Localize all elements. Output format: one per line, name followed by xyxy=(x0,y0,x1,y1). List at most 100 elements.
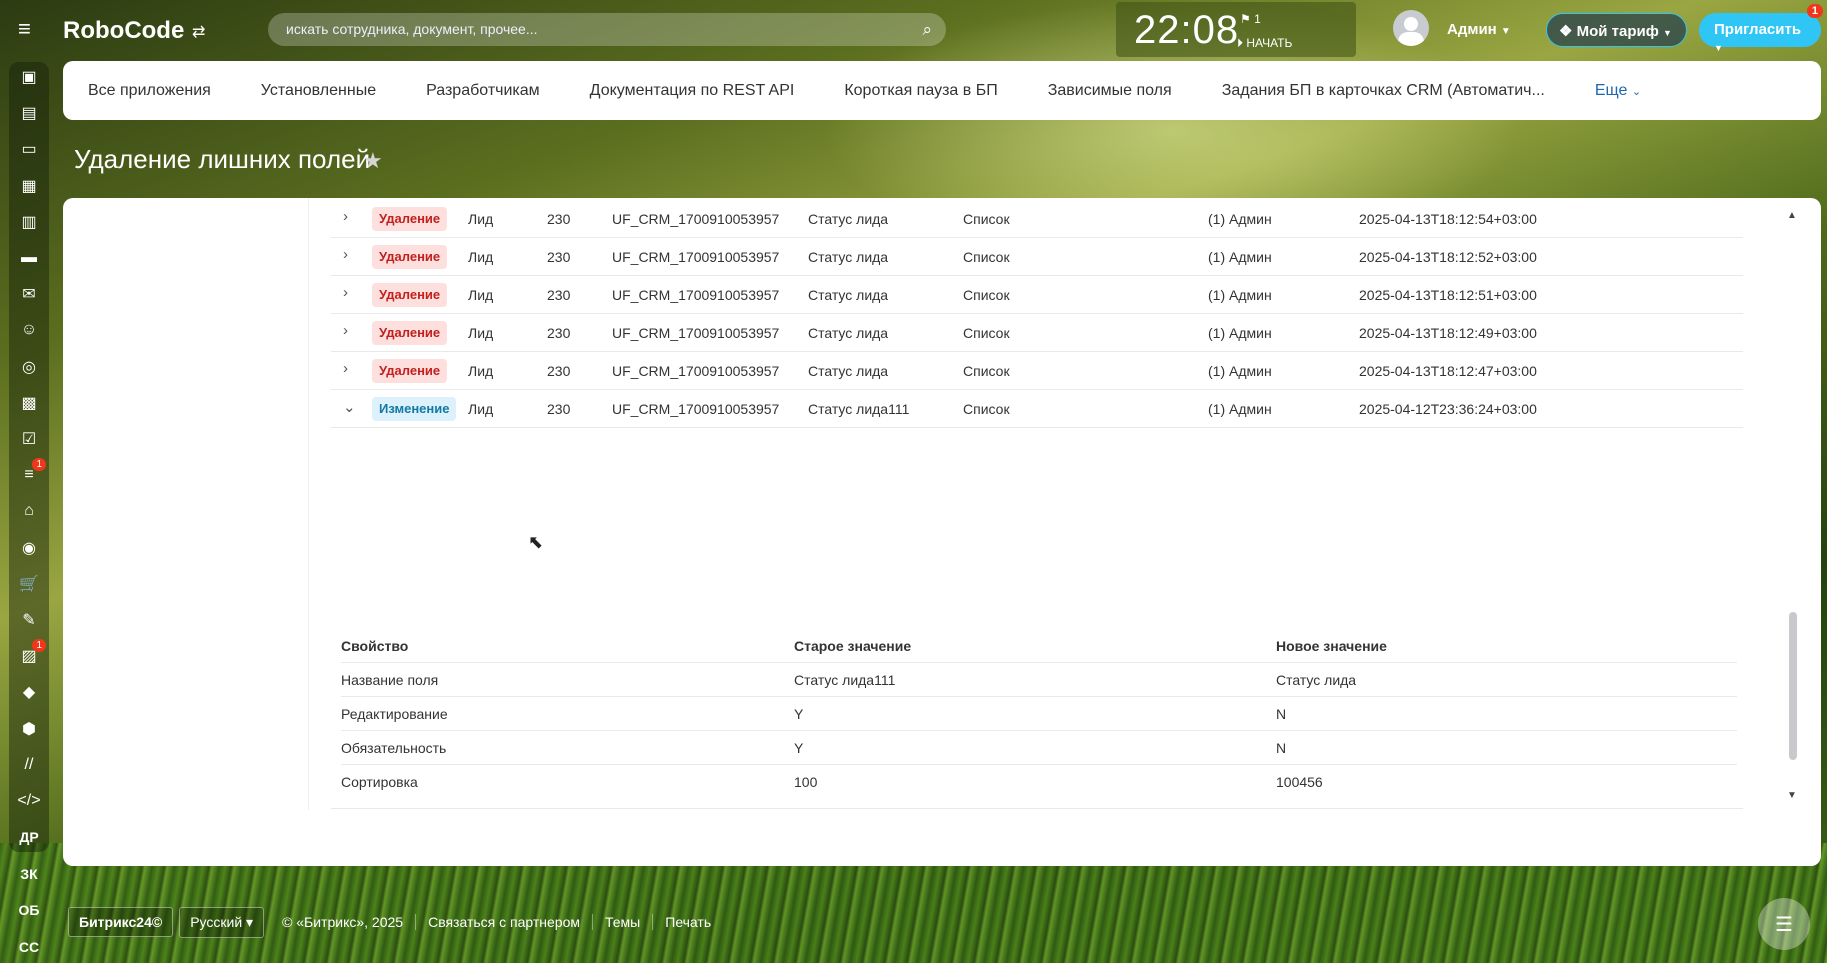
top-menu-item[interactable]: Зависимые поля xyxy=(1047,81,1172,99)
rail-item-7[interactable]: ☺ xyxy=(9,315,49,345)
detail-row: Обязательность Y N xyxy=(341,731,1737,765)
top-menu-item[interactable]: Разработчикам xyxy=(426,81,540,99)
user-cell: (1) Админ xyxy=(1208,211,1272,227)
work-clock[interactable]: 22:08 ⚑ 1 ⏵ НАЧАТЬ xyxy=(1116,2,1356,57)
user-cell: (1) Админ xyxy=(1208,401,1272,417)
avatar[interactable] xyxy=(1393,10,1429,46)
rail-item-18[interactable]: ⬢ xyxy=(9,714,49,744)
star-icon[interactable]: ★ xyxy=(363,148,383,173)
footer-link[interactable]: Связаться с партнером xyxy=(416,914,593,930)
action-badge: Удаление xyxy=(372,283,448,307)
menu-more-button[interactable]: Еще ⌄ xyxy=(1595,82,1641,100)
rail-item-6[interactable]: ✉ xyxy=(9,279,49,309)
chevron-right-icon[interactable]: › xyxy=(343,284,348,301)
date-cell: 2025-04-13T18:12:52+03:00 xyxy=(1359,249,1537,265)
chevron-down-icon[interactable]: ⌄ xyxy=(343,399,356,416)
footer-brand[interactable]: Битрикс24© xyxy=(68,907,174,937)
table-row[interactable]: › Удаление Лид 230 UF_CRM_1700910053957 Стату… xyxy=(331,352,1743,390)
rail-item-14[interactable]: 🛒 xyxy=(9,569,49,599)
footer-link: © «Битрикс», 2025 xyxy=(270,914,417,930)
settings-sliders-icon[interactable]: ⇄ xyxy=(192,24,206,41)
action-badge: Удаление xyxy=(372,321,448,345)
rail-item-9[interactable]: ▩ xyxy=(9,388,49,418)
rail-item-15[interactable]: ✎ xyxy=(9,605,49,635)
rail-item-5[interactable]: ▬ xyxy=(9,243,49,273)
top-menu-item[interactable]: Документация по REST API xyxy=(589,81,795,99)
start-day-button[interactable]: ⏵ НАЧАТЬ xyxy=(1237,36,1292,51)
rail-item-8[interactable]: ◎ xyxy=(9,352,49,382)
menu-burger-icon[interactable]: ≡ xyxy=(18,16,31,41)
top-menu-item[interactable]: Задания БП в карточках CRM (Автоматич... xyxy=(1221,81,1545,99)
invite-label: Пригласить xyxy=(1714,21,1802,38)
rail-item-1[interactable]: ▤ xyxy=(9,98,49,128)
type-cell: Список xyxy=(963,401,1010,417)
rail-item-19[interactable]: // xyxy=(9,750,49,780)
rail-icon: ◉ xyxy=(22,539,36,557)
table-row[interactable]: › Удаление Лид 230 UF_CRM_1700910053957 Стату… xyxy=(331,314,1743,352)
top-menu-item[interactable]: Короткая пауза в БП xyxy=(844,81,998,99)
rail-icon: ▨ xyxy=(21,648,37,666)
search-icon[interactable]: ⌕ xyxy=(922,20,932,39)
rail-item-17[interactable]: ◆ xyxy=(9,677,49,707)
rail-text-item[interactable]: СС xyxy=(18,938,40,955)
top-menu-item[interactable]: Установленные xyxy=(260,81,377,99)
table-row[interactable]: ⌄ Изменение Лид 230 UF_CRM_1700910053957 Стат… xyxy=(331,390,1743,428)
scroll-thumb[interactable] xyxy=(1789,612,1797,760)
chat-icon[interactable]: ☰ xyxy=(1758,898,1810,950)
rail-icon: ▥ xyxy=(21,213,37,231)
rail-icon: ◎ xyxy=(22,358,36,376)
detail-row: Редактирование Y N xyxy=(341,697,1737,731)
table-row[interactable]: › Удаление Лид 230 UF_CRM_1700910053957 Стату… xyxy=(331,238,1743,276)
footer-link[interactable]: Печать xyxy=(665,914,712,930)
play-icon: ⏵ xyxy=(1237,36,1244,50)
rail-item-13[interactable]: ◉ xyxy=(9,533,49,563)
date-cell: 2025-04-12T23:36:24+03:00 xyxy=(1359,401,1537,417)
flag-count: 1 xyxy=(1254,12,1261,26)
menu-more-label: Еще xyxy=(1594,81,1628,99)
rail-icon: ⬢ xyxy=(22,720,36,738)
search-input[interactable]: искать сотрудника, документ, прочее... ⌕ xyxy=(268,13,946,46)
rail-icon: ▬ xyxy=(21,249,37,266)
rail-item-10[interactable]: ☑ xyxy=(9,424,49,454)
chevron-right-icon[interactable]: › xyxy=(343,322,348,339)
entity-cell: Лид xyxy=(468,401,494,417)
user-menu[interactable]: Админ ▼ xyxy=(1447,21,1511,38)
rail-item-3[interactable]: ▦ xyxy=(9,171,49,201)
rail-item-2[interactable]: ▭ xyxy=(9,134,49,164)
table-row[interactable]: › Удаление Лид 230 UF_CRM_1700910053957 Стату… xyxy=(331,200,1743,238)
main-card: › Удаление Лид 230 UF_CRM_1700910053957 Стату… xyxy=(63,198,1821,866)
rail-item-20[interactable]: </> xyxy=(9,786,49,816)
rail-text-item[interactable]: ЗК xyxy=(20,865,38,882)
invite-button[interactable]: Пригласить ▼ 1 xyxy=(1699,4,1823,53)
rail-text-item[interactable]: ДР xyxy=(19,829,39,845)
rail-icon: ▩ xyxy=(21,394,37,412)
date-cell: 2025-04-13T18:12:51+03:00 xyxy=(1359,287,1537,303)
chevron-right-icon[interactable]: › xyxy=(343,360,348,377)
action-badge: Удаление xyxy=(372,245,448,269)
rail-item-16[interactable]: ▨ 1 xyxy=(9,639,49,671)
chevron-right-icon[interactable]: › xyxy=(343,246,348,263)
id-cell: 230 xyxy=(547,325,571,341)
rail-item-4[interactable]: ▥ xyxy=(9,207,49,237)
code-cell: UF_CRM_1700910053957 xyxy=(612,211,780,227)
rail-item-12[interactable]: ⌂ xyxy=(9,496,49,526)
name-cell: Статус лида111 xyxy=(808,401,910,417)
mouse-cursor-icon: ⬉ xyxy=(528,532,544,552)
left-rail: ≡ ▣ ▤ ▭ ▦ ▥ ▬ ✉ ☺ ◎ ▩ ☑ ≡ 1 ⌂ ◉ 🛒 ✎ ▨ 1 ◆ ⬢ // </> ДР ЗК ОБ СС xyxy=(0,0,58,963)
rail-item-11[interactable]: ≡ 1 xyxy=(9,458,49,490)
rail-item-0[interactable]: ▣ xyxy=(9,62,49,92)
language-select[interactable]: Русский ▾ xyxy=(179,906,265,938)
app-logo[interactable]: RoboCode xyxy=(63,17,185,44)
scroll-up-icon[interactable]: ▲ xyxy=(1787,210,1797,221)
scroll-down-icon[interactable]: ▼ xyxy=(1787,790,1797,801)
rail-icon: ▭ xyxy=(21,141,37,159)
footer-link[interactable]: Темы xyxy=(593,914,654,930)
tariff-icon: ❖ xyxy=(1559,23,1573,40)
vertical-scrollbar[interactable]: ▲ ▼ xyxy=(1787,210,1799,801)
rail-text-item[interactable]: ОБ xyxy=(18,902,40,918)
table-row[interactable]: › Удаление Лид 230 UF_CRM_1700910053957 Стату… xyxy=(331,276,1743,314)
chevron-right-icon[interactable]: › xyxy=(343,208,348,225)
tariff-button[interactable]: ❖ Мой тариф ▼ xyxy=(1546,13,1687,47)
top-menu-item[interactable]: Все приложения xyxy=(88,81,211,99)
entity-cell: Лид xyxy=(468,287,494,303)
